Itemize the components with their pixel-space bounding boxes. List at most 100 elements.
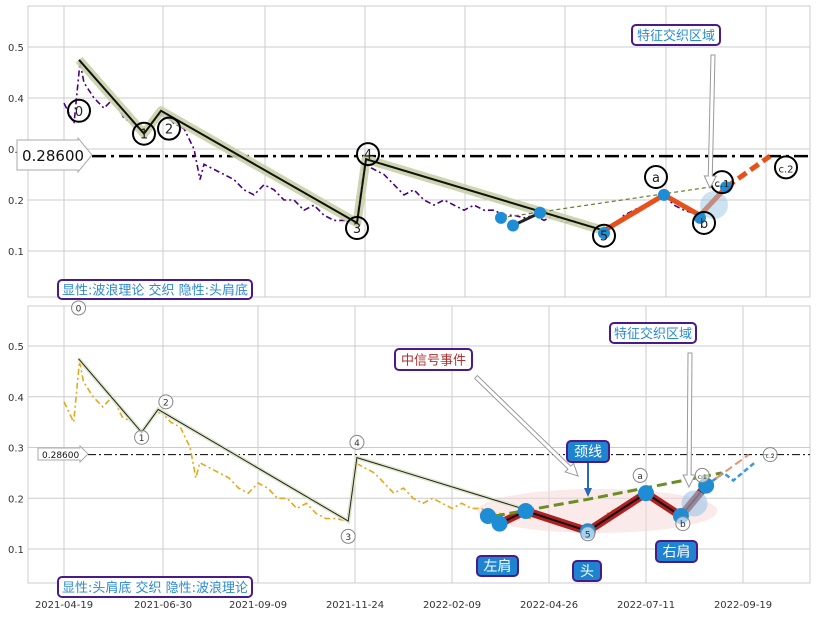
wave-label-text: 1 — [139, 434, 145, 444]
wave-label-circle — [157, 116, 181, 141]
zone-label-text: 特征交织区域 — [614, 326, 692, 342]
xtick-label: 2021-06-30 — [134, 600, 192, 611]
neck-pointer-head — [584, 488, 592, 497]
wave-label-text: c.2 — [766, 453, 775, 460]
zone-label-box — [609, 322, 697, 344]
wave-label-text: 5 — [600, 230, 608, 245]
neckline-label-box — [566, 440, 610, 463]
right-shoulder-label-box — [655, 540, 698, 563]
signal-label: 中信号事件 — [394, 348, 473, 371]
wave-label-circle — [632, 467, 648, 483]
signal-arrow — [473, 374, 579, 477]
top-ytick-label: 0.2 — [8, 196, 24, 207]
xtick-label: 2022-04-26 — [520, 600, 578, 611]
left-shoulder-label-text: 左肩 — [484, 559, 512, 575]
bottom-ytick-label: 0.4 — [8, 393, 24, 404]
wave-label-1: 1 — [132, 121, 156, 146]
xtick-label: 2021-11-24 — [326, 600, 384, 611]
hs-dot — [638, 485, 654, 502]
hline-arrow-box — [37, 444, 89, 464]
left-shoulder-label-box — [476, 555, 519, 577]
hline-arrow-box — [16, 136, 93, 174]
wave-label-5: 5 — [580, 526, 596, 542]
wave-label-text: a — [637, 472, 643, 482]
wave-label-circle — [132, 121, 156, 146]
wave-label-text: 0 — [76, 304, 82, 314]
wave-label-text: b — [680, 520, 686, 530]
wave-label-0: 0 — [67, 98, 91, 123]
wave-label-circle — [774, 155, 798, 180]
pattern-summary-label: 显性:波浪理论 交织 隐性:头肩底 — [57, 279, 253, 300]
hline-value-label: 0.28600 — [16, 136, 93, 174]
pattern-summary-label: 显性:头肩底 交织 隐性:波浪理论 — [57, 576, 253, 598]
pattern-summary-label-text: 显性:波浪理论 交织 隐性:头肩底 — [62, 283, 248, 299]
wave-label-b: b — [675, 516, 691, 532]
xtick-label: 2021-04-19 — [35, 600, 93, 611]
wave-label-circle — [349, 434, 365, 450]
pattern-summary-label-box — [57, 576, 253, 598]
wave-label-circle — [675, 516, 691, 532]
wave-label-circle — [345, 216, 369, 241]
wave-label-text: b — [700, 217, 708, 232]
hline-value: 0.28600 — [22, 147, 84, 165]
bottom-ytick-label: 0.2 — [8, 494, 24, 505]
wave-label-c.1: c.1 — [694, 467, 710, 483]
wave-label-circle — [340, 528, 356, 544]
wave-label-circle — [644, 165, 668, 190]
head-label-box — [572, 560, 602, 582]
hline-value: 0.28600 — [42, 451, 79, 461]
pattern-dot — [598, 227, 610, 240]
top-ytick-label: 0.5 — [8, 43, 24, 54]
wave-label-5: 5 — [592, 223, 616, 248]
wave-label-2: 2 — [158, 394, 174, 410]
hs-dot — [517, 502, 534, 519]
wave-label-text: 4 — [364, 148, 372, 163]
bottom-ytick-label: 0.5 — [8, 342, 24, 353]
left-shoulder-label: 左肩 — [476, 555, 519, 577]
wave-line — [78, 59, 605, 232]
wave-label-text: 4 — [354, 439, 360, 449]
wave-label-text: c.2 — [778, 164, 793, 175]
wave-label-a: a — [632, 467, 648, 483]
top-ytick-label: 0.3 — [8, 145, 24, 156]
signal-label-box — [394, 348, 473, 371]
zone-label-text: 特征交织区域 — [637, 28, 715, 44]
pattern-dot — [495, 211, 507, 224]
wave-label-text: 1 — [140, 128, 148, 143]
wave-label-text: c.1 — [698, 474, 707, 481]
signal-label-text: 中信号事件 — [401, 354, 466, 369]
wave-label-circle — [134, 429, 150, 445]
wave-label-circle — [592, 223, 616, 248]
wave-label-a: a — [644, 165, 668, 190]
zone-label: 特征交织区域 — [631, 24, 721, 46]
wave-label-text: 5 — [585, 530, 591, 540]
xtick-label: 2022-09-19 — [714, 600, 772, 611]
zone-label: 特征交织区域 — [609, 322, 697, 344]
wave-label-circle — [356, 142, 380, 167]
bottom-ytick-label: 0.3 — [8, 444, 24, 455]
hline-value-label: 0.28600 — [37, 444, 89, 464]
wave-label-text: c.1 — [714, 179, 729, 190]
wave-label-4: 4 — [349, 434, 365, 450]
wave-label-text: 3 — [345, 533, 351, 543]
wave-label-circle — [158, 394, 174, 410]
projection-line — [705, 461, 756, 487]
zone-highlight — [681, 490, 708, 517]
zone-arrow — [703, 54, 718, 190]
right-shoulder-label-text: 右肩 — [663, 545, 691, 561]
wave-label-2: 2 — [157, 116, 181, 141]
neckline-label-text: 颈线 — [574, 445, 602, 461]
xtick-label: 2022-07-11 — [617, 600, 675, 611]
wave-label-4: 4 — [356, 142, 380, 167]
wave-label-text: 3 — [353, 222, 361, 237]
hs-dot — [491, 515, 508, 532]
wave-label-0: 0 — [71, 300, 87, 316]
xtick-label: 2021-09-09 — [229, 600, 287, 611]
wave-label-text: 2 — [165, 123, 173, 138]
wave-label-circle — [580, 526, 596, 542]
zone-arrow — [682, 352, 696, 489]
pattern-dot — [534, 206, 546, 219]
wave-label-circle — [692, 210, 716, 235]
wave-line — [78, 358, 588, 530]
